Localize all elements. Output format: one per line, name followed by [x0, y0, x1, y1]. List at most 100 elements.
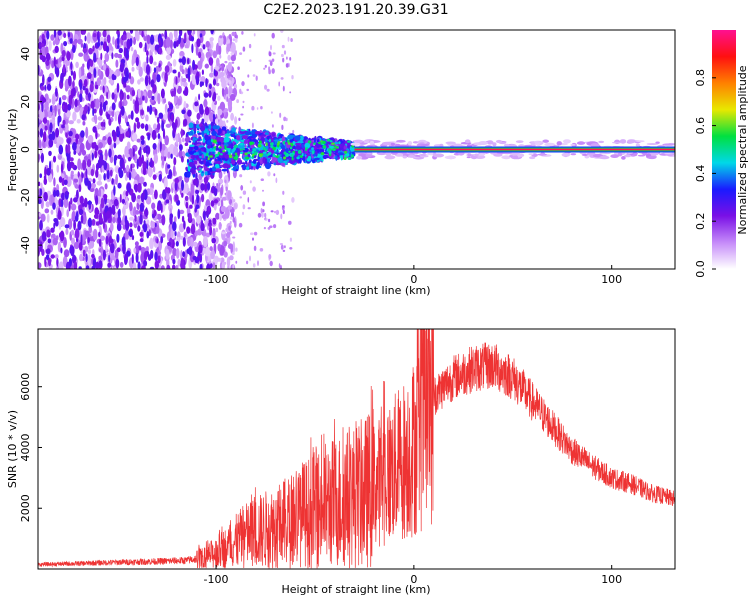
spectrogram-cell: [194, 101, 199, 107]
spectrogram-cell: [248, 43, 252, 49]
spectrogram-cell: [175, 241, 179, 247]
spectrogram-cell: [92, 178, 96, 184]
spectrogram-cell: [50, 105, 53, 113]
spectrogram-cell: [76, 189, 79, 200]
spectrogram-cell: [180, 156, 184, 163]
spectrogram-cell: [90, 100, 95, 109]
spectrogram-cell: [79, 195, 84, 205]
spectrogram-cell: [189, 130, 194, 136]
spectrogram-cell: [218, 119, 224, 127]
spectrogram-cell: [226, 256, 231, 268]
spectrogram-cell: [91, 152, 94, 161]
spectrogram-cell: [240, 113, 244, 116]
spectrogram-cell: [118, 47, 124, 54]
spectrogram-cell: [195, 44, 199, 56]
spectrogram-cell: [173, 145, 179, 156]
spectrogram-cell: [218, 41, 221, 46]
spectrogram-cell: [213, 69, 216, 76]
spectrogram-cell: [120, 93, 123, 103]
spectrogram-cell: [289, 247, 293, 250]
spectrogram-cell: [132, 147, 135, 157]
spectrogram-cell: [160, 88, 165, 99]
spectrogram-cell: [241, 162, 246, 165]
spectrogram-cell: [329, 140, 333, 143]
spectrogram-cell: [182, 237, 186, 247]
spectrogram-cell: [152, 174, 157, 181]
spectrogram-cell: [146, 146, 151, 155]
spectrogram-cell: [251, 162, 255, 167]
spectrogram-cell: [617, 152, 623, 157]
spectrogram-cell: [98, 260, 103, 269]
spectrogram-cell: [224, 154, 230, 159]
spectrogram-cell: [42, 117, 48, 124]
spectrogram-cell: [103, 173, 106, 181]
spectrogram-cell: [283, 156, 287, 159]
spectrogram-cell: [47, 76, 52, 83]
spectrogram-cell: [279, 112, 282, 118]
spectrogram-cell: [69, 157, 74, 162]
spectrogram-cell: [515, 140, 524, 144]
spectrogram-cell: [137, 156, 143, 167]
spectrogram-cell: [181, 179, 184, 191]
spectrogram-cell: [662, 143, 674, 146]
spectrogram-cell: [95, 261, 100, 269]
spectrogram-cell: [247, 74, 250, 78]
spectrogram-cell: [193, 127, 197, 132]
spectrogram-cell: [172, 221, 177, 232]
spectrogram-cell: [93, 52, 97, 63]
spectrogram-cell: [242, 105, 245, 109]
spectrogram-cell: [50, 227, 55, 233]
spectrogram-cell: [627, 139, 637, 144]
spectrogram-cell: [266, 88, 270, 92]
spectrogram-cell: [365, 154, 372, 158]
spectrogram-cell: [96, 180, 103, 186]
spectrogram-cell: [110, 222, 114, 232]
spectrogram-cell: [192, 178, 198, 186]
spectrogram-cell: [264, 149, 268, 152]
spectrogram-cell: [67, 31, 71, 38]
spectrogram-cell: [89, 83, 94, 93]
spectrogram-cell: [356, 155, 363, 160]
spectrogram-cell: [128, 156, 131, 162]
spectrogram-cell: [116, 126, 120, 135]
spectrogram-cell: [197, 60, 203, 70]
spectrogram-cell: [177, 71, 181, 78]
spectrogram-cell: [234, 152, 238, 156]
spectrogram-cell: [247, 153, 251, 158]
spectrogram-cell: [277, 145, 280, 148]
spectrogram-cell: [178, 30, 183, 37]
spectrogram-cell: [492, 142, 497, 147]
spectrogram-cell: [183, 118, 188, 127]
spectrogram-cell: [222, 150, 226, 153]
spectrogram-cell: [203, 176, 209, 184]
spectrogram-cell: [174, 231, 177, 237]
spectrogram-cell: [103, 193, 108, 200]
spectrogram-cell: [102, 136, 107, 141]
spectrogram-cell: [350, 154, 354, 158]
spectrogram-cell: [212, 113, 216, 120]
spectrogram-cell: [275, 155, 279, 158]
spectrogram-cell: [432, 153, 445, 158]
spectrogram-cell: [75, 61, 79, 68]
spectrogram-cell: [256, 107, 259, 110]
spectrogram-cell: [381, 141, 394, 146]
spectrogram-cell: [129, 201, 133, 212]
spectrogram-cell: [219, 223, 222, 227]
y-tick-label: -20: [19, 188, 32, 206]
spectrogram-cell: [172, 69, 177, 74]
spectrogram-cell: [158, 47, 163, 55]
spectrogram-cell: [116, 82, 120, 93]
spectrogram-cell: [90, 182, 97, 189]
spectrogram-cell: [223, 251, 228, 258]
spectrogram-cell: [230, 54, 236, 62]
spectrogram-cell: [181, 56, 186, 66]
spectrogram-cell: [71, 210, 76, 222]
spectrogram-cell: [143, 33, 148, 42]
spectrogram-cell: [109, 243, 115, 254]
spectrogram-cell: [210, 138, 214, 143]
spectrogram-cell: [322, 154, 328, 160]
spectrogram-cell: [65, 132, 68, 138]
spectrogram-cell: [151, 221, 155, 229]
spectrogram-cell: [41, 101, 44, 113]
spectrogram-cell: [162, 128, 166, 140]
